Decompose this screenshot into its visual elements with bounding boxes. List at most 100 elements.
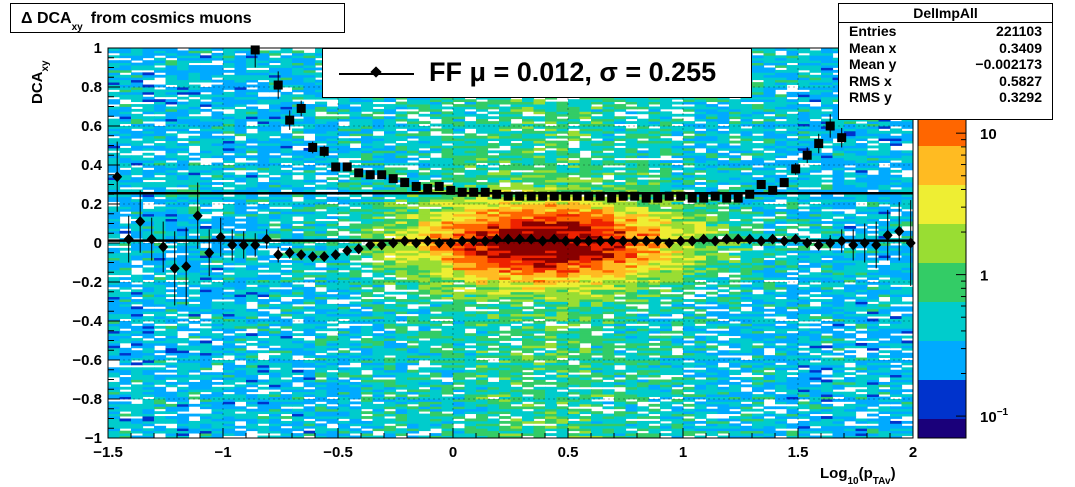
heatmap-cell <box>177 179 190 183</box>
heatmap-cell <box>338 291 351 295</box>
heatmap-cell <box>476 364 489 368</box>
heatmap-cell <box>510 206 523 210</box>
heatmap-cell <box>338 186 351 190</box>
heatmap-cell <box>269 228 282 232</box>
heatmap-cell <box>131 389 144 393</box>
heatmap-cell <box>384 389 397 393</box>
heatmap-cell <box>292 213 305 217</box>
heatmap-cell <box>108 384 121 388</box>
heatmap-cell <box>453 323 466 327</box>
heatmap-cell <box>476 321 489 324</box>
heatmap-cell <box>522 104 535 107</box>
heatmap-cell <box>223 84 236 88</box>
heatmap-cell <box>108 62 121 66</box>
heatmap-cell <box>211 96 224 100</box>
heatmap-cell <box>487 369 500 373</box>
heatmap-cell <box>430 255 443 259</box>
heatmap-cell <box>131 230 144 234</box>
heatmap-cell <box>269 384 282 388</box>
heatmap-cell <box>165 430 178 434</box>
heatmap-cell <box>315 347 328 351</box>
heatmap-cell <box>453 113 466 117</box>
heatmap-cell <box>188 243 201 246</box>
heatmap-cell <box>395 299 408 302</box>
heatmap-cell <box>223 316 236 319</box>
heatmap-cell <box>395 350 408 354</box>
heatmap-cell <box>257 225 270 229</box>
heatmap-cell <box>119 272 132 276</box>
heatmap-cell <box>177 357 190 361</box>
heatmap-cell <box>234 74 247 78</box>
heatmap-cell <box>142 74 155 78</box>
heatmap-cell <box>142 386 155 390</box>
heatmap-cell <box>234 279 247 283</box>
heatmap-cell <box>234 174 247 178</box>
heatmap-cell <box>257 269 270 273</box>
heatmap-cell <box>384 96 397 100</box>
heatmap-cell <box>395 113 408 117</box>
heatmap-cell <box>384 138 397 142</box>
heatmap-cell <box>418 230 431 234</box>
heatmap-cell <box>269 111 282 115</box>
heatmap-cell <box>234 82 247 85</box>
heatmap-cell <box>280 179 293 183</box>
heatmap-cell <box>257 299 270 302</box>
heatmap-cell <box>430 174 443 178</box>
heatmap-cell <box>349 123 362 127</box>
heatmap-cell <box>510 267 523 271</box>
heatmap-cell <box>349 384 362 388</box>
heatmap-cell <box>211 111 224 115</box>
heatmap-cell <box>407 340 420 344</box>
heatmap-cell <box>510 374 523 378</box>
heatmap-cell <box>338 128 351 132</box>
heatmap-cell <box>418 138 431 142</box>
heatmap-cell <box>211 433 224 436</box>
heatmap-cell <box>131 99 144 103</box>
heatmap-cell <box>223 257 236 261</box>
heatmap-cell <box>223 267 236 271</box>
heatmap-cell <box>303 369 316 373</box>
heatmap-cell <box>522 165 535 168</box>
heatmap-cell <box>246 233 259 237</box>
heatmap-cell <box>257 72 270 76</box>
heatmap-cell <box>326 335 339 339</box>
heatmap-cell <box>154 218 167 222</box>
heatmap-cell <box>188 299 201 302</box>
heatmap-cell <box>292 189 305 193</box>
heatmap-cell <box>142 230 155 234</box>
heatmap-cell <box>326 260 339 263</box>
heatmap-cell <box>269 430 282 434</box>
heatmap-cell <box>108 216 121 220</box>
heatmap-cell <box>142 172 155 176</box>
heatmap-cell <box>246 355 259 358</box>
heatmap-cell <box>257 369 270 373</box>
heatmap-cell <box>177 65 190 68</box>
heatmap-cell <box>430 350 443 354</box>
heatmap-cell <box>338 257 351 261</box>
heatmap-cell <box>372 294 385 298</box>
heatmap-cell <box>131 321 144 324</box>
heatmap-cell <box>119 204 132 207</box>
heatmap-cell <box>441 155 454 159</box>
heatmap-cell <box>418 199 431 202</box>
heatmap-cell <box>464 152 477 156</box>
heatmap-cell <box>361 211 374 215</box>
heatmap-cell <box>177 245 190 249</box>
heatmap-cell <box>361 252 374 256</box>
heatmap-cell <box>200 406 213 410</box>
heatmap-cell <box>372 345 385 349</box>
heatmap-cell <box>292 62 305 66</box>
heatmap-cell <box>384 350 397 354</box>
heatmap-cell <box>131 243 144 246</box>
heatmap-cell <box>476 208 489 212</box>
heatmap-cell <box>142 311 155 315</box>
heatmap-cell <box>108 252 121 256</box>
heatmap-cell <box>165 269 178 273</box>
heatmap-cell <box>280 362 293 366</box>
heatmap-cell <box>292 403 305 407</box>
heatmap-cell <box>154 128 167 132</box>
heatmap-cell <box>188 201 201 205</box>
heatmap-cell <box>349 150 362 154</box>
heatmap-cell <box>177 225 190 229</box>
heatmap-cell <box>476 128 489 132</box>
